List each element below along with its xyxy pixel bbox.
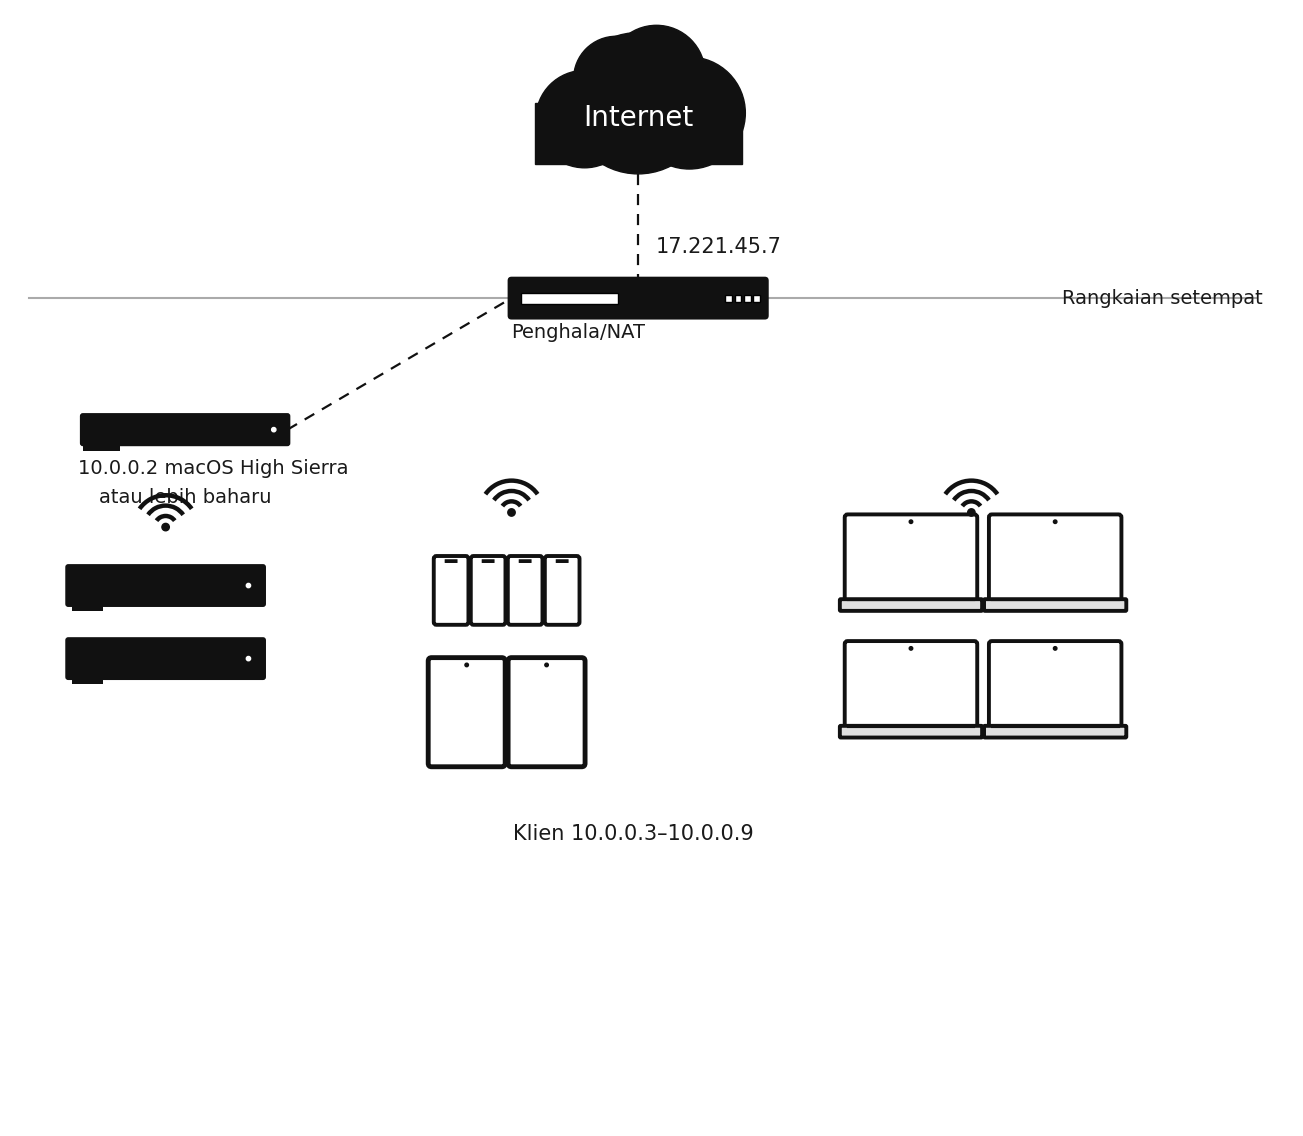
FancyBboxPatch shape [521,292,618,303]
Circle shape [508,509,515,516]
Circle shape [573,36,659,122]
FancyBboxPatch shape [984,599,1126,611]
Circle shape [909,520,912,524]
FancyBboxPatch shape [840,726,982,737]
Text: atau lebih baharu: atau lebih baharu [99,488,271,507]
Text: Klien 10.0.0.3–10.0.0.9: Klien 10.0.0.3–10.0.0.9 [513,824,753,844]
FancyBboxPatch shape [65,637,266,680]
FancyBboxPatch shape [753,294,760,301]
FancyBboxPatch shape [844,515,977,603]
FancyBboxPatch shape [534,103,741,164]
Text: Rangkaian setempat: Rangkaian setempat [1062,289,1263,308]
Text: 17.221.45.7: 17.221.45.7 [655,237,782,258]
Circle shape [568,33,709,174]
FancyBboxPatch shape [989,641,1122,729]
Circle shape [545,663,549,667]
FancyBboxPatch shape [72,604,103,611]
FancyBboxPatch shape [508,277,769,319]
FancyBboxPatch shape [726,294,732,301]
Circle shape [536,70,633,168]
FancyBboxPatch shape [434,556,469,625]
Circle shape [909,646,912,650]
FancyBboxPatch shape [72,677,103,684]
FancyBboxPatch shape [79,414,291,446]
FancyBboxPatch shape [984,726,1126,737]
Text: Internet: Internet [582,103,693,132]
Circle shape [246,584,250,587]
Text: 10.0.0.2 macOS High Sierra: 10.0.0.2 macOS High Sierra [78,459,348,478]
FancyBboxPatch shape [83,443,120,451]
Circle shape [968,509,975,516]
Circle shape [465,663,469,667]
Circle shape [1053,646,1057,650]
FancyBboxPatch shape [989,515,1122,603]
FancyBboxPatch shape [65,565,266,607]
FancyBboxPatch shape [470,556,506,625]
FancyBboxPatch shape [840,599,982,611]
FancyBboxPatch shape [545,556,580,625]
Circle shape [1053,520,1057,524]
FancyBboxPatch shape [519,559,532,563]
Circle shape [271,427,276,432]
FancyBboxPatch shape [429,658,506,767]
Circle shape [607,25,705,123]
FancyBboxPatch shape [735,294,741,301]
FancyBboxPatch shape [508,658,585,767]
FancyBboxPatch shape [444,559,457,563]
Circle shape [246,657,250,661]
FancyBboxPatch shape [744,294,751,301]
Text: Penghala/NAT: Penghala/NAT [512,324,645,342]
FancyBboxPatch shape [482,559,495,563]
FancyBboxPatch shape [556,559,568,563]
FancyBboxPatch shape [844,641,977,729]
Circle shape [633,57,745,169]
FancyBboxPatch shape [508,556,542,625]
Circle shape [162,524,169,531]
